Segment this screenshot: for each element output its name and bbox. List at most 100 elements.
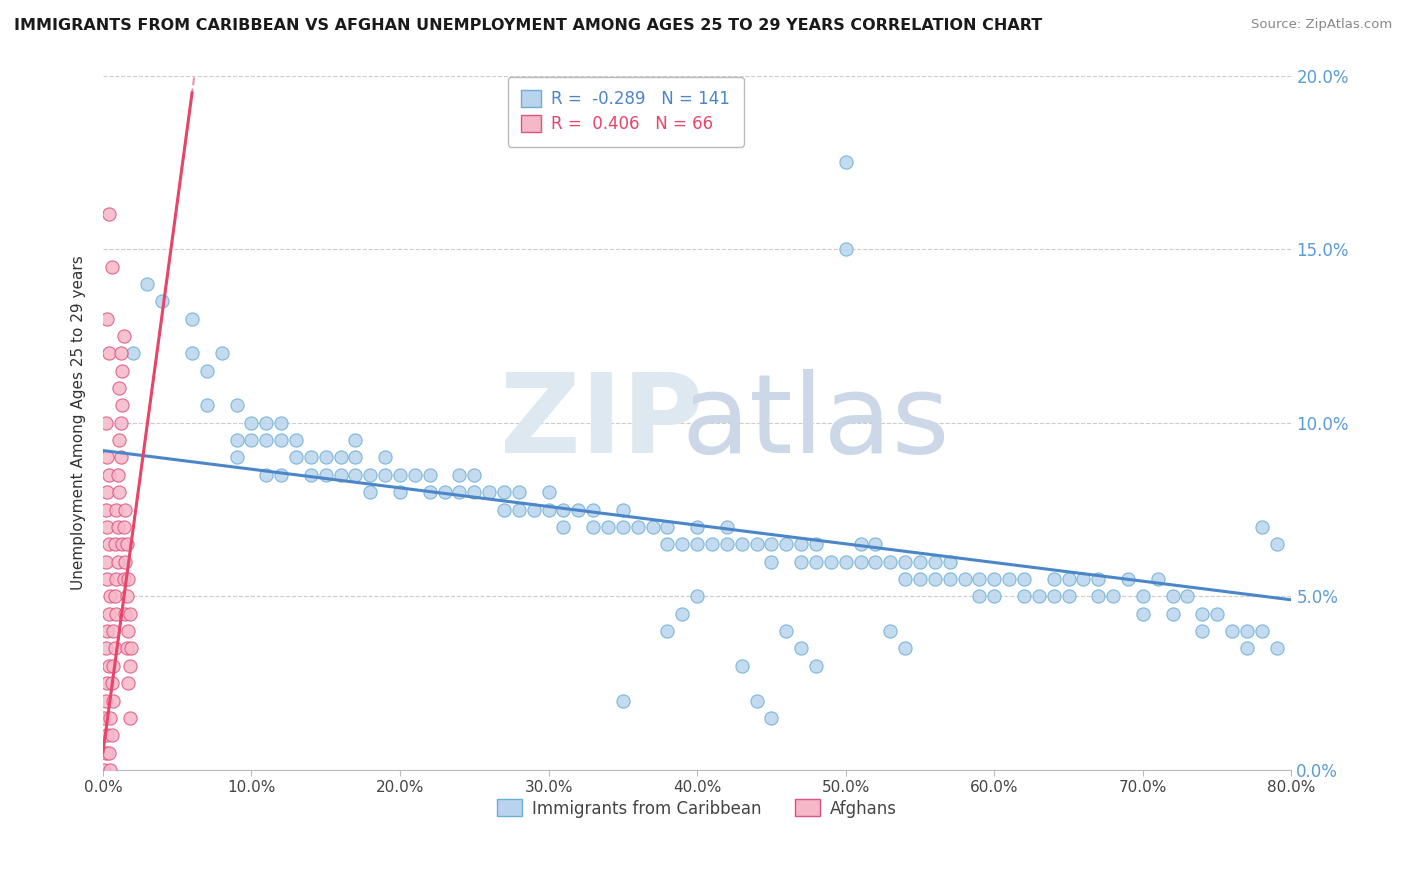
Point xyxy=(790,641,813,656)
Point xyxy=(865,537,887,551)
Point xyxy=(110,416,132,430)
Point xyxy=(1132,590,1154,604)
Point xyxy=(108,381,131,395)
Point xyxy=(93,711,115,725)
Point xyxy=(94,555,117,569)
Point xyxy=(108,485,131,500)
Point xyxy=(285,433,308,447)
Point xyxy=(97,467,120,482)
Point xyxy=(627,520,650,534)
Point xyxy=(108,433,131,447)
Y-axis label: Unemployment Among Ages 25 to 29 years: Unemployment Among Ages 25 to 29 years xyxy=(72,255,86,591)
Point xyxy=(115,537,138,551)
Point xyxy=(1042,572,1064,586)
Point xyxy=(745,537,768,551)
Point xyxy=(671,537,693,551)
Point xyxy=(612,502,634,516)
Point xyxy=(804,658,827,673)
Point xyxy=(716,537,738,551)
Point xyxy=(104,590,127,604)
Point xyxy=(101,260,124,274)
Point xyxy=(96,450,118,465)
Point xyxy=(389,467,412,482)
Point xyxy=(761,711,783,725)
Point xyxy=(96,520,118,534)
Point xyxy=(1220,624,1243,639)
Point xyxy=(97,346,120,360)
Point xyxy=(225,450,247,465)
Point xyxy=(107,467,129,482)
Point xyxy=(1042,590,1064,604)
Point xyxy=(254,416,277,430)
Point xyxy=(107,555,129,569)
Point xyxy=(1161,607,1184,621)
Point xyxy=(105,502,128,516)
Point xyxy=(96,572,118,586)
Point xyxy=(1028,590,1050,604)
Point xyxy=(254,467,277,482)
Point xyxy=(478,485,501,500)
Point xyxy=(117,624,139,639)
Point xyxy=(96,485,118,500)
Point xyxy=(1057,572,1080,586)
Point xyxy=(120,641,142,656)
Point xyxy=(121,346,143,360)
Point xyxy=(118,711,141,725)
Point xyxy=(1236,641,1258,656)
Point xyxy=(731,658,754,673)
Point xyxy=(849,537,872,551)
Point xyxy=(150,294,173,309)
Point xyxy=(419,467,441,482)
Point xyxy=(1087,572,1109,586)
Point xyxy=(433,485,456,500)
Point xyxy=(582,520,605,534)
Point xyxy=(492,502,515,516)
Point xyxy=(344,467,367,482)
Point xyxy=(118,658,141,673)
Point xyxy=(329,450,352,465)
Point xyxy=(835,242,858,256)
Point xyxy=(1012,572,1035,586)
Point xyxy=(359,467,381,482)
Point xyxy=(94,416,117,430)
Point xyxy=(240,416,263,430)
Point xyxy=(1191,624,1213,639)
Point xyxy=(299,467,322,482)
Point xyxy=(1177,590,1199,604)
Point xyxy=(463,485,485,500)
Point xyxy=(225,433,247,447)
Point xyxy=(94,693,117,707)
Point xyxy=(804,537,827,551)
Point xyxy=(105,572,128,586)
Point xyxy=(820,555,842,569)
Point xyxy=(894,555,917,569)
Point xyxy=(1087,590,1109,604)
Point xyxy=(1073,572,1095,586)
Point xyxy=(537,502,560,516)
Point xyxy=(329,467,352,482)
Point xyxy=(111,364,134,378)
Point xyxy=(97,658,120,673)
Point xyxy=(761,555,783,569)
Point xyxy=(700,537,723,551)
Point xyxy=(344,450,367,465)
Legend: Immigrants from Caribbean, Afghans: Immigrants from Caribbean, Afghans xyxy=(491,793,904,824)
Point xyxy=(835,555,858,569)
Point xyxy=(112,572,135,586)
Point xyxy=(761,537,783,551)
Point xyxy=(908,555,931,569)
Point xyxy=(657,537,679,551)
Point xyxy=(969,572,991,586)
Point xyxy=(181,346,204,360)
Point xyxy=(1132,607,1154,621)
Point xyxy=(93,763,115,777)
Point xyxy=(582,502,605,516)
Point xyxy=(97,207,120,221)
Point xyxy=(285,450,308,465)
Point xyxy=(1102,590,1125,604)
Point xyxy=(299,450,322,465)
Text: atlas: atlas xyxy=(682,369,950,476)
Point xyxy=(983,590,1005,604)
Point xyxy=(114,555,136,569)
Point xyxy=(1250,520,1272,534)
